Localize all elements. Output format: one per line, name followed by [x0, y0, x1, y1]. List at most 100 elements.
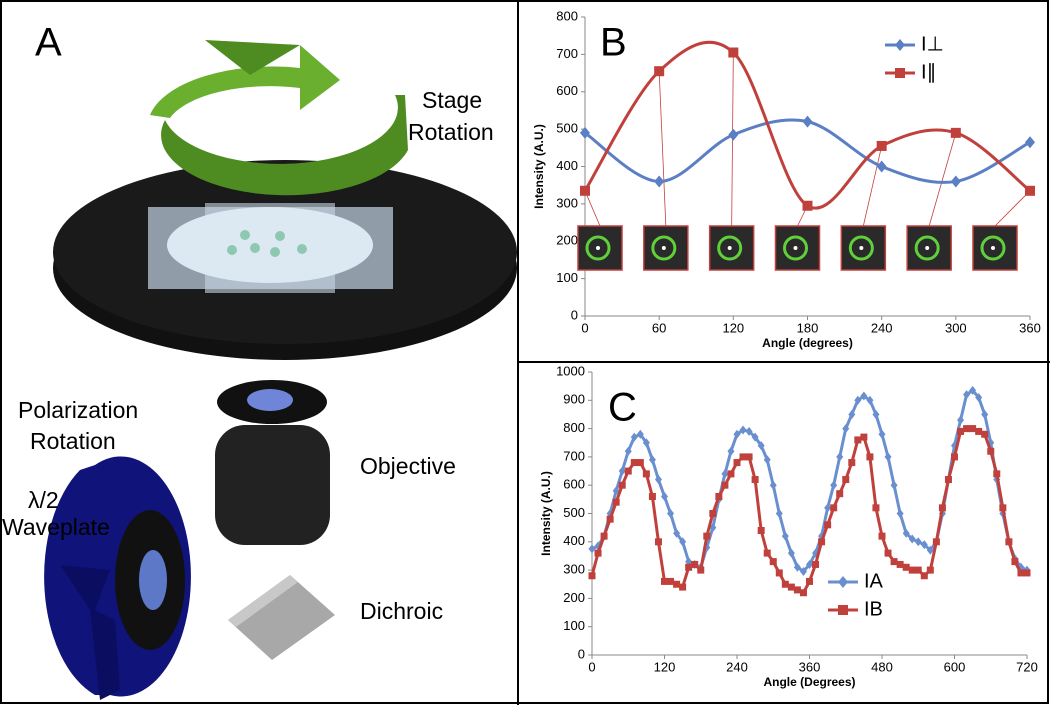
marker	[824, 503, 832, 513]
y-tick-label: 0	[571, 307, 578, 322]
marker	[799, 567, 807, 577]
marker	[830, 504, 838, 512]
y-tick-label: 200	[556, 233, 578, 248]
x-tick-label: 300	[945, 320, 967, 335]
marker	[636, 459, 644, 467]
marker	[697, 566, 705, 574]
marker	[999, 504, 1007, 512]
marker	[781, 531, 789, 541]
x-tick-label: 0	[588, 659, 595, 674]
marker	[636, 429, 644, 439]
marker	[963, 425, 971, 433]
marker	[920, 540, 928, 550]
y-tick-label: 400	[563, 533, 585, 548]
marker	[733, 459, 741, 467]
marker	[890, 480, 898, 490]
marker	[1011, 558, 1019, 566]
marker	[691, 560, 699, 568]
panel-label: A	[35, 21, 62, 65]
marker	[802, 115, 813, 128]
inset-spot	[859, 246, 864, 250]
x-tick-label: 120	[722, 320, 744, 335]
marker	[781, 580, 789, 588]
marker	[757, 441, 765, 451]
marker	[812, 560, 820, 568]
marker	[763, 549, 771, 557]
marker	[860, 391, 868, 401]
marker	[624, 446, 632, 456]
inset-spot	[661, 246, 666, 250]
inset-ring	[848, 235, 874, 261]
y-axis-title: Intensity (A.U.)	[532, 124, 546, 209]
marker	[1017, 569, 1025, 577]
inset-ring	[651, 235, 677, 261]
marker	[745, 453, 753, 461]
marker	[769, 558, 777, 566]
marker	[618, 481, 626, 489]
waveplate-label: λ/2	[28, 487, 59, 513]
marker	[890, 558, 898, 566]
y-tick-label: 600	[563, 477, 585, 492]
x-tick-label: 600	[944, 659, 966, 674]
leader-line	[658, 71, 667, 227]
marker	[957, 427, 965, 435]
marker	[721, 481, 729, 489]
marker	[926, 545, 934, 555]
marker	[914, 537, 922, 547]
marker	[775, 509, 783, 518]
leader-line	[928, 132, 957, 227]
dichroic-label: Dichroic	[360, 598, 443, 624]
marker	[787, 583, 795, 591]
marker	[679, 583, 687, 591]
marker	[728, 47, 739, 58]
marker	[860, 433, 868, 441]
inset-spot	[727, 246, 732, 250]
marker	[739, 425, 747, 435]
marker	[1005, 538, 1013, 546]
marker	[969, 385, 977, 395]
panel-label: B	[600, 21, 627, 65]
y-tick-label: 300	[556, 195, 578, 210]
marker	[866, 395, 874, 405]
marker	[836, 452, 844, 462]
marker	[673, 580, 681, 588]
marker	[802, 200, 813, 211]
inset-image	[708, 225, 755, 271]
marker	[667, 509, 675, 518]
marker	[648, 493, 656, 501]
marker	[950, 175, 961, 188]
legend-label: I⊥	[921, 33, 944, 55]
marker	[606, 515, 614, 523]
marker	[896, 509, 904, 518]
marker	[866, 453, 874, 461]
marker	[963, 390, 971, 400]
marker	[642, 470, 650, 478]
marker	[848, 409, 856, 419]
inset-spot	[596, 246, 600, 250]
marker	[673, 528, 681, 538]
y-tick-label: 900	[563, 392, 585, 407]
marker	[951, 453, 958, 461]
y-tick-label: 200	[563, 590, 585, 605]
y-tick-label: 0	[578, 646, 585, 661]
marker	[630, 459, 638, 467]
inset-ring	[717, 235, 743, 261]
x-tick-label: 240	[871, 320, 893, 335]
marker	[969, 425, 977, 433]
marker	[938, 504, 946, 512]
marker	[1025, 185, 1035, 196]
waveplate-label: Waveplate	[2, 514, 110, 540]
marker	[818, 538, 826, 546]
inset-spot	[793, 246, 798, 250]
x-tick-label: 360	[799, 659, 821, 674]
marker	[838, 605, 848, 615]
polarization-label: Polarization	[18, 397, 138, 423]
x-tick-label: 180	[797, 320, 819, 335]
marker	[721, 469, 729, 479]
marker	[728, 128, 739, 141]
y-tick-label: 100	[556, 270, 578, 285]
y-tick-label: 100	[563, 618, 585, 633]
inset-ring	[914, 235, 940, 261]
